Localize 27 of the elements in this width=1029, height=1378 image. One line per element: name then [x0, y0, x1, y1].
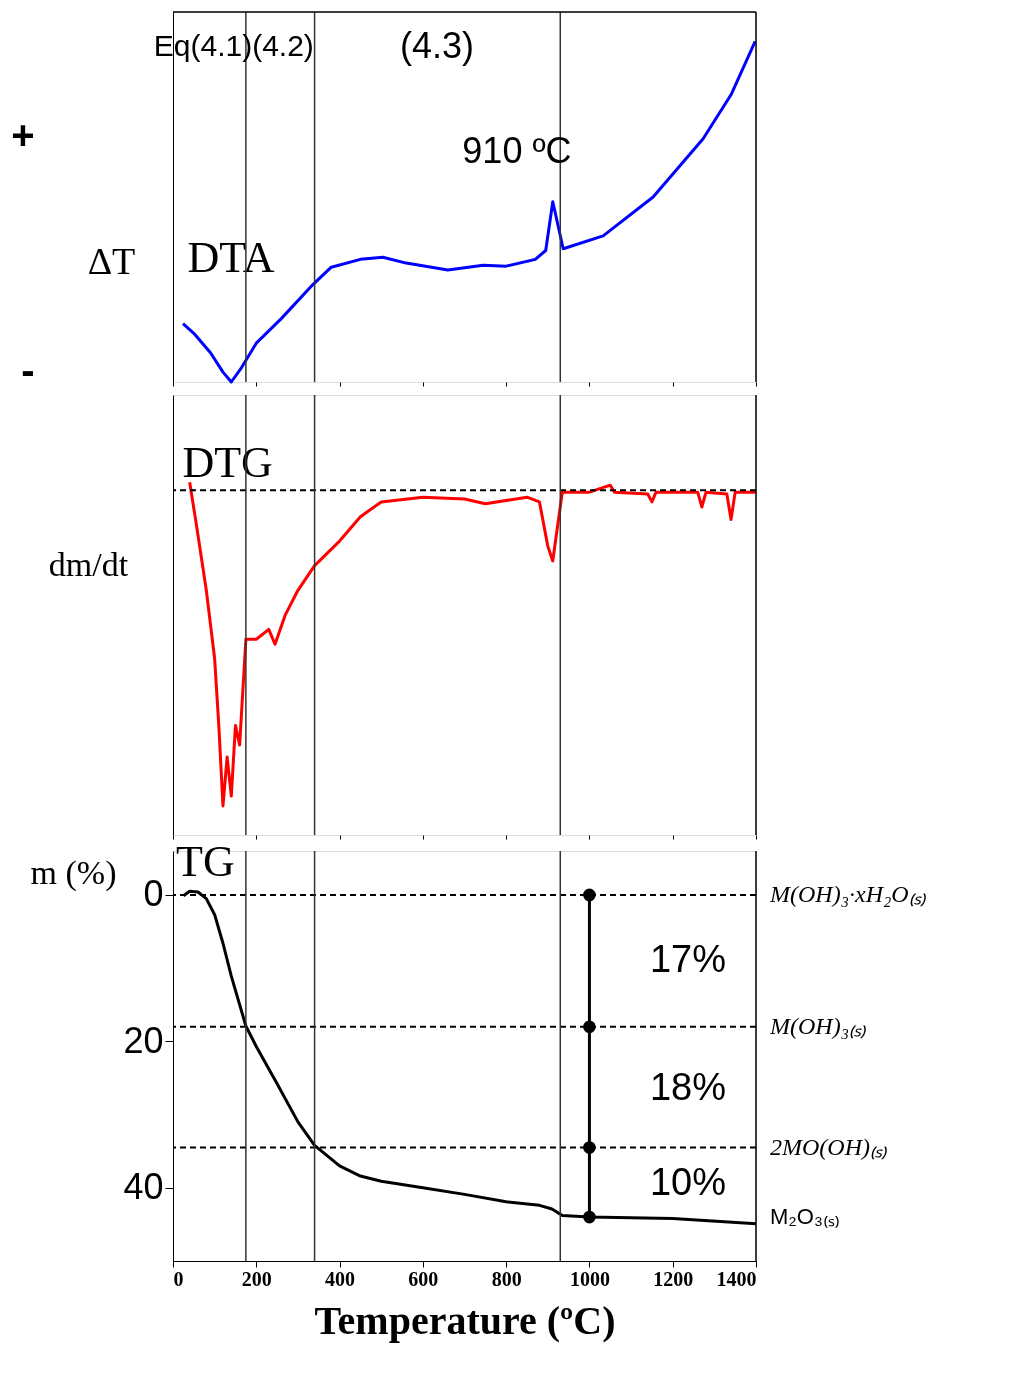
y-tick-label: 20	[123, 1019, 164, 1061]
annotation: M₂O₃₍ₛ₎	[770, 1204, 840, 1230]
ref-line-label: 2MO(OH)₍ₛ₎	[770, 1133, 887, 1160]
y-tick-label: 0	[143, 873, 164, 915]
x-tick-label: 1000	[569, 1267, 610, 1290]
ref-line-label: M(OH)₃₍ₛ₎	[769, 1012, 866, 1039]
x-tick-label: 0	[173, 1267, 184, 1290]
text: +	[11, 113, 35, 157]
annotation: (4.3)	[399, 25, 475, 66]
x-axis-title: Temperature (ºC)	[314, 1297, 616, 1343]
x-tick-label: 1200	[653, 1267, 694, 1290]
y-tick-label: 40	[123, 1166, 164, 1208]
x-tick-label: 800	[491, 1267, 522, 1290]
annotation: (4.2)	[252, 29, 314, 62]
x-tick-label: 400	[325, 1267, 356, 1290]
y-axis-title: dm/dt	[48, 545, 129, 583]
annotation: 17%	[649, 938, 727, 980]
ref-line-label: M(OH)₃·xH₂O₍ₛ₎	[769, 880, 926, 907]
legend-label: TG	[176, 836, 235, 886]
annotation: 18%	[649, 1066, 727, 1108]
annotation: 10%	[649, 1161, 727, 1203]
x-tick-label: 200	[241, 1267, 272, 1290]
x-tick-label: 600	[408, 1267, 439, 1290]
x-tick-label: 1400	[716, 1267, 757, 1290]
text: -	[21, 348, 35, 392]
y-axis-title: ΔT	[87, 239, 136, 282]
y-axis-title: m (%)	[30, 853, 117, 892]
